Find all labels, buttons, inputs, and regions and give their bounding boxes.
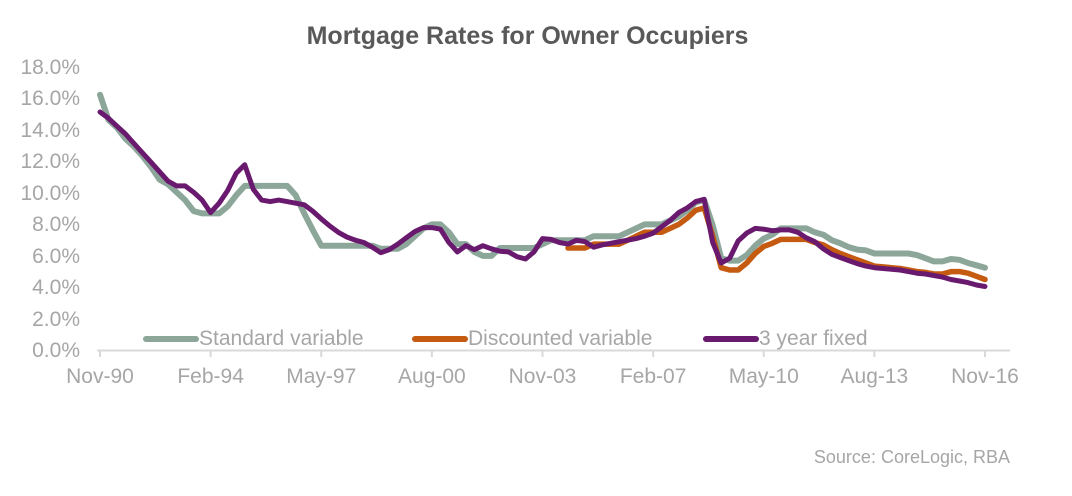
y-axis-tick-label: 4.0% (32, 276, 80, 300)
series-line-3-year-fixed (97, 109, 988, 289)
source-note: Source: CoreLogic, RBA (813, 447, 1010, 467)
legend-swatch-3-year-fixed (703, 336, 759, 342)
y-axis-tick-label: 8.0% (32, 213, 80, 237)
y-axis-tick-label: 18.0% (20, 56, 80, 79)
x-axis-tick-label: May-10 (728, 365, 799, 388)
y-axis-tick-label: 12.0% (20, 150, 80, 174)
x-axis-tick-label: Nov-90 (66, 365, 134, 388)
legend-label-standard-variable: Standard variable (199, 327, 364, 350)
y-axis-tick-label: 2.0% (32, 307, 80, 331)
y-axis-tick-label: 14.0% (20, 118, 80, 142)
legend-label-discounted-variable: Discounted variable (468, 327, 653, 350)
legend-item-3-year-fixed: 3 year fixed (703, 326, 868, 352)
series-line-standard-variable (97, 91, 988, 271)
chart-title: Mortgage Rates for Owner Occupiers (306, 22, 749, 50)
y-axis-tick-label: 6.0% (32, 244, 80, 268)
y-axis-tick-label: 10.0% (20, 181, 80, 205)
y-axis-tick-label: 0.0% (32, 339, 80, 362)
legend: Standard variable Discounted variable 3 … (0, 326, 1072, 352)
series-line-discounted-variable (565, 205, 988, 283)
x-axis-tick-label: May-97 (286, 365, 357, 388)
x-axis-tick-label: Feb-94 (177, 365, 244, 388)
x-axis-tick-label: Nov-03 (508, 365, 577, 388)
legend-label-3-year-fixed: 3 year fixed (759, 327, 868, 350)
legend-item-standard-variable: Standard variable (143, 326, 364, 352)
x-axis-tick-label: Aug-13 (840, 365, 909, 388)
x-axis-tick-label: Nov-16 (951, 365, 1019, 388)
legend-swatch-standard-variable (143, 336, 199, 342)
x-axis-tick-label: Feb-07 (619, 365, 687, 388)
x-axis-tick-label: Aug-00 (398, 365, 466, 388)
y-axis-tick-label: 16.0% (20, 87, 80, 111)
legend-item-discounted-variable: Discounted variable (412, 326, 652, 352)
legend-swatch-discounted-variable (412, 336, 468, 342)
